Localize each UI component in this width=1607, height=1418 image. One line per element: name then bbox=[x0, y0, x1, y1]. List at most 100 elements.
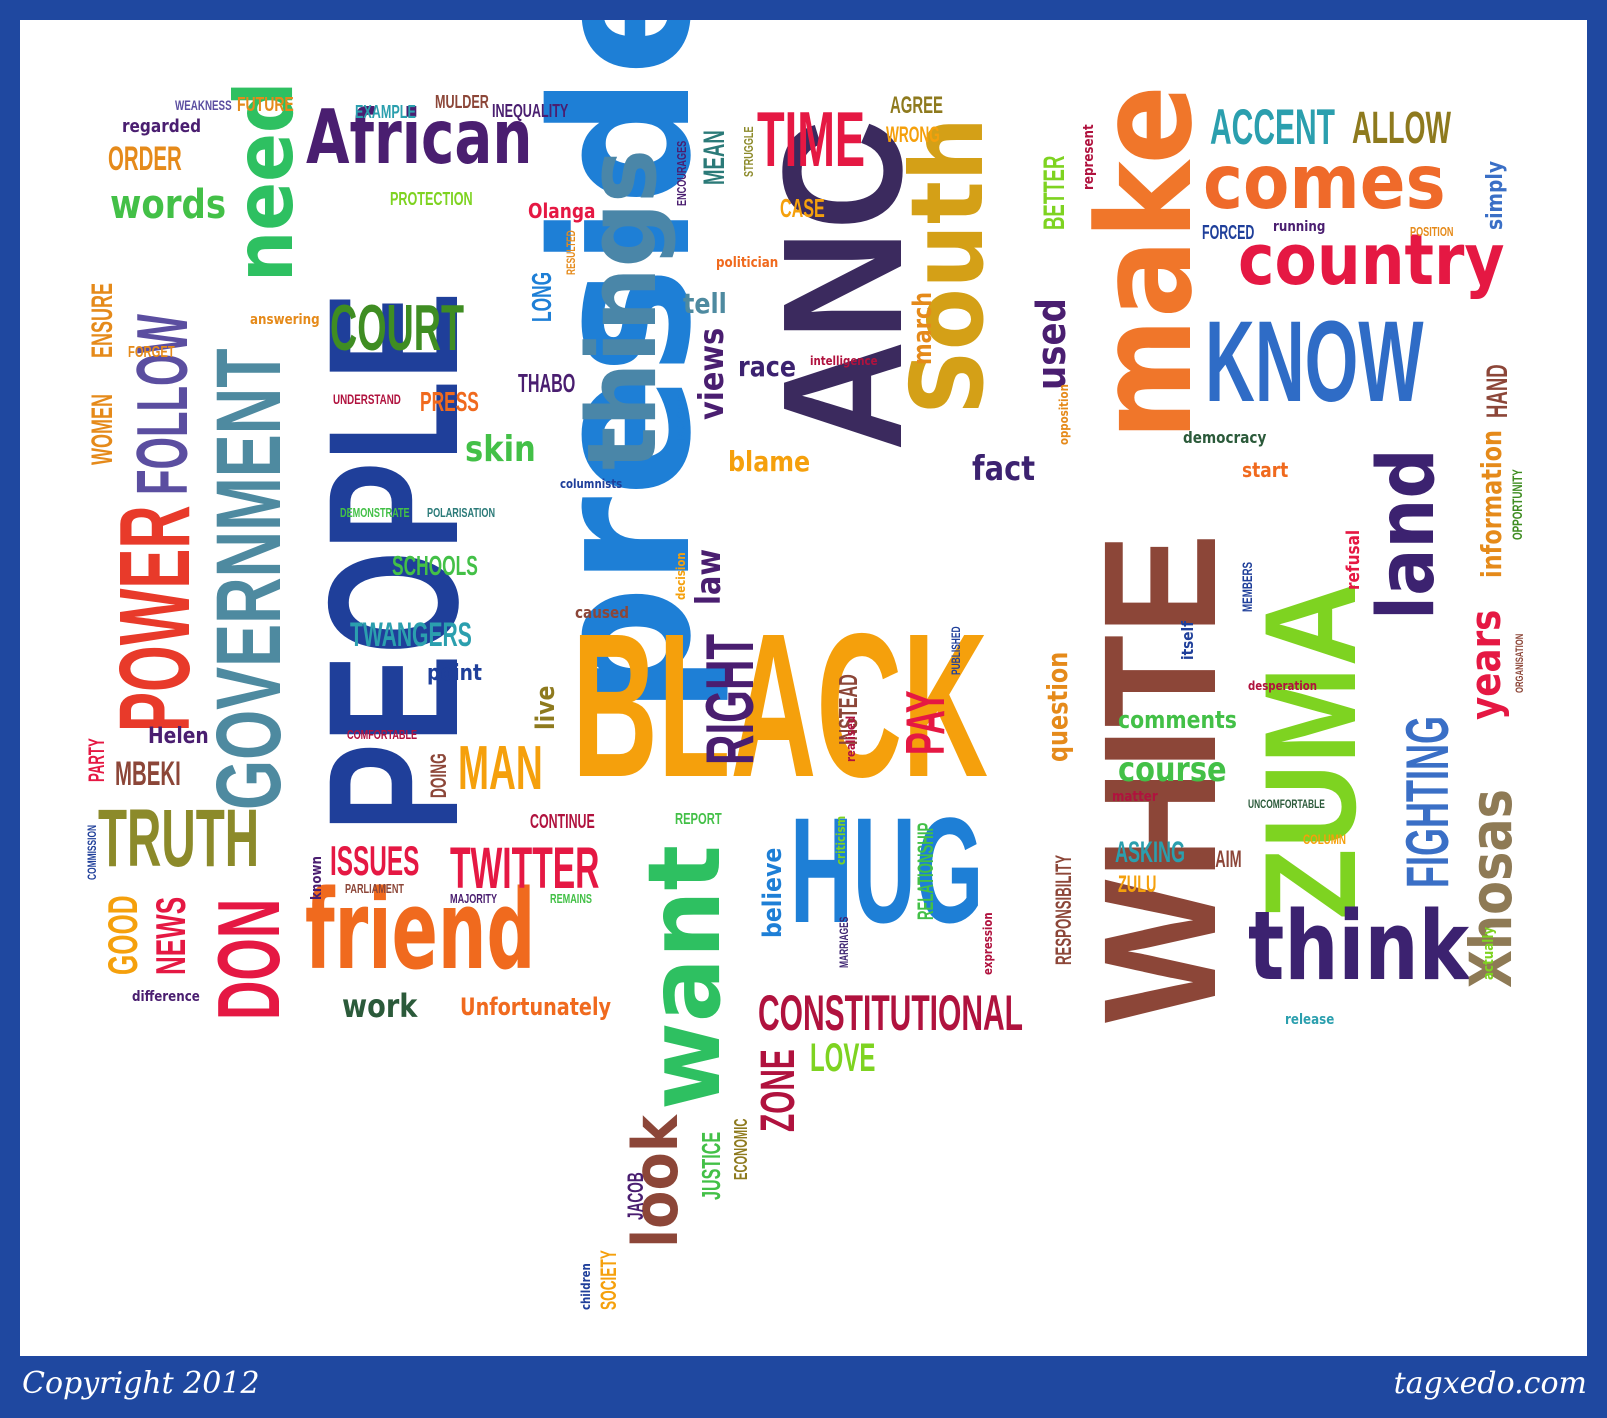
word-inequality: INEQUALITY bbox=[492, 101, 569, 121]
word-zone: ZONE bbox=[752, 1049, 805, 1132]
word-asking: ASKING bbox=[1115, 836, 1186, 869]
word-truth: TRUTH bbox=[98, 793, 260, 884]
word-mulder: MULDER bbox=[435, 92, 489, 112]
word-allow: ALLOW bbox=[1352, 102, 1451, 153]
word-women: WOMEN bbox=[86, 394, 119, 465]
word-unfortunately: Unfortunately bbox=[460, 993, 612, 1021]
word-regarded: regarded bbox=[122, 116, 202, 137]
word-decision: decision bbox=[674, 552, 688, 600]
word-protection: PROTECTION bbox=[390, 189, 473, 209]
site-link-text: tagxedo.com bbox=[1393, 1366, 1587, 1401]
word-jacob: JACOB bbox=[623, 1172, 648, 1220]
word-land: land bbox=[1362, 448, 1452, 620]
word-information: information bbox=[1475, 430, 1508, 578]
word-fighting: FIGHTING bbox=[1394, 716, 1461, 888]
word-hug: HUG bbox=[790, 786, 984, 954]
word-desperation: desperation bbox=[1248, 679, 1318, 693]
word-opposition: opposition bbox=[1057, 384, 1071, 445]
word-constitutional: CONSTITUTIONAL bbox=[758, 985, 1023, 1041]
word-economic: ECONOMIC bbox=[731, 1118, 751, 1180]
word-power: POWER bbox=[99, 505, 211, 732]
word-commission: COMMISSION bbox=[85, 824, 99, 880]
word-wrong: WRONG bbox=[886, 122, 940, 147]
word-law: law bbox=[689, 548, 729, 605]
word-uncomfortable: UNCOMFORTABLE bbox=[1248, 797, 1325, 811]
word-helen: Helen bbox=[148, 724, 209, 749]
word-doing: DOING bbox=[426, 753, 451, 798]
word-skin: skin bbox=[465, 429, 536, 470]
word-friend: friend bbox=[305, 866, 536, 994]
word-news: NEWS bbox=[147, 896, 194, 975]
word-make: make bbox=[1069, 85, 1221, 440]
word-believe: believe bbox=[758, 847, 788, 938]
word-don: DON bbox=[199, 898, 298, 1020]
word-release: release bbox=[1285, 1012, 1335, 1028]
word-question: question bbox=[1041, 651, 1074, 762]
word-actually: actually bbox=[1481, 926, 1497, 980]
word-simply: simply bbox=[1483, 160, 1508, 230]
word-justice: JUSTICE bbox=[696, 1131, 726, 1200]
word-report: REPORT bbox=[675, 811, 722, 828]
word-views: views bbox=[692, 327, 732, 420]
word-responsibility: RESPONSIBILITY bbox=[1051, 854, 1076, 965]
word-matter: matter bbox=[1112, 789, 1158, 805]
word-forced: FORCED bbox=[1202, 222, 1255, 244]
word-known: known bbox=[309, 855, 325, 900]
word-point: point bbox=[427, 661, 482, 686]
word-comes: comes bbox=[1203, 138, 1446, 226]
word-better: BETTER bbox=[1038, 155, 1071, 230]
word-zuma: ZUMA bbox=[1237, 582, 1383, 920]
word-cloud: president BLACK PEOPLE ANC WHITE HUG mak… bbox=[20, 20, 1587, 1356]
word-encourages: ENCOURAGES bbox=[674, 140, 689, 206]
word-rejected: REJECTED bbox=[674, 395, 688, 440]
word-african: African bbox=[306, 93, 533, 181]
word-claim: CLAIM bbox=[1196, 846, 1242, 873]
word-words: words bbox=[110, 182, 227, 228]
word-comments: comments bbox=[1118, 706, 1237, 734]
word-time: TIME bbox=[757, 95, 866, 183]
word-zulu: ZULU bbox=[1118, 871, 1157, 898]
word-mean: MEAN bbox=[698, 130, 731, 185]
word-realised: realised bbox=[844, 715, 858, 762]
word-agree: AGREE bbox=[890, 92, 943, 119]
word-ensure: ENSURE bbox=[86, 282, 119, 358]
word-marriages: MARRIAGES bbox=[837, 916, 851, 968]
word-twitter: TWITTER bbox=[450, 836, 600, 901]
word-published: PUBLISHED bbox=[949, 626, 963, 675]
word-remains: REMAINS bbox=[550, 891, 592, 906]
word-future: FUTURE bbox=[237, 94, 294, 116]
word-majority: MAJORITY bbox=[450, 891, 498, 906]
word-demonstrate: DEMONSTRATE bbox=[340, 505, 410, 520]
word-case: CASE bbox=[780, 193, 825, 223]
word-hand: HAND bbox=[1481, 364, 1514, 418]
word-know: KNOW bbox=[1205, 298, 1424, 426]
word-accent: ACCENT bbox=[1210, 99, 1335, 155]
word-position: POSITION bbox=[1410, 224, 1454, 239]
copyright-text: Copyright 2012 bbox=[22, 1366, 260, 1401]
word-things: things bbox=[568, 149, 678, 471]
word-man: MAN bbox=[458, 734, 543, 803]
word-continue: CONTINUE bbox=[530, 811, 595, 833]
word-long: LONG bbox=[526, 271, 557, 322]
word-march: march bbox=[908, 291, 938, 365]
word-love: LOVE bbox=[810, 1036, 876, 1080]
word-democracy: democracy bbox=[1183, 428, 1267, 447]
word-struggle: STRUGGLE bbox=[741, 126, 756, 177]
word-understand: UNDERSTAND bbox=[333, 391, 401, 407]
word-represent: represent bbox=[1081, 124, 1097, 190]
word-column: COLUMN bbox=[1303, 831, 1347, 847]
word-opportunity: OPPORTUNITY bbox=[1509, 469, 1525, 540]
word-weakness: WEAKNESS bbox=[175, 97, 232, 113]
word-years: years bbox=[1461, 609, 1510, 720]
word-order: ORDER bbox=[108, 140, 182, 178]
word-refusal: refusal bbox=[1343, 529, 1364, 590]
word-follow: FOLLOW bbox=[123, 314, 203, 495]
word-government: GOVERNMENT bbox=[198, 348, 300, 810]
word-thabo: THABO bbox=[518, 368, 576, 398]
word-schools: SCHOOLS bbox=[392, 550, 478, 581]
word-example: EXAMPLE bbox=[355, 102, 416, 122]
word-intelligence: intelligence bbox=[810, 354, 878, 368]
word-comfortable: COMFORTABLE bbox=[347, 727, 418, 742]
word-resulted: RESULTED bbox=[564, 230, 578, 275]
